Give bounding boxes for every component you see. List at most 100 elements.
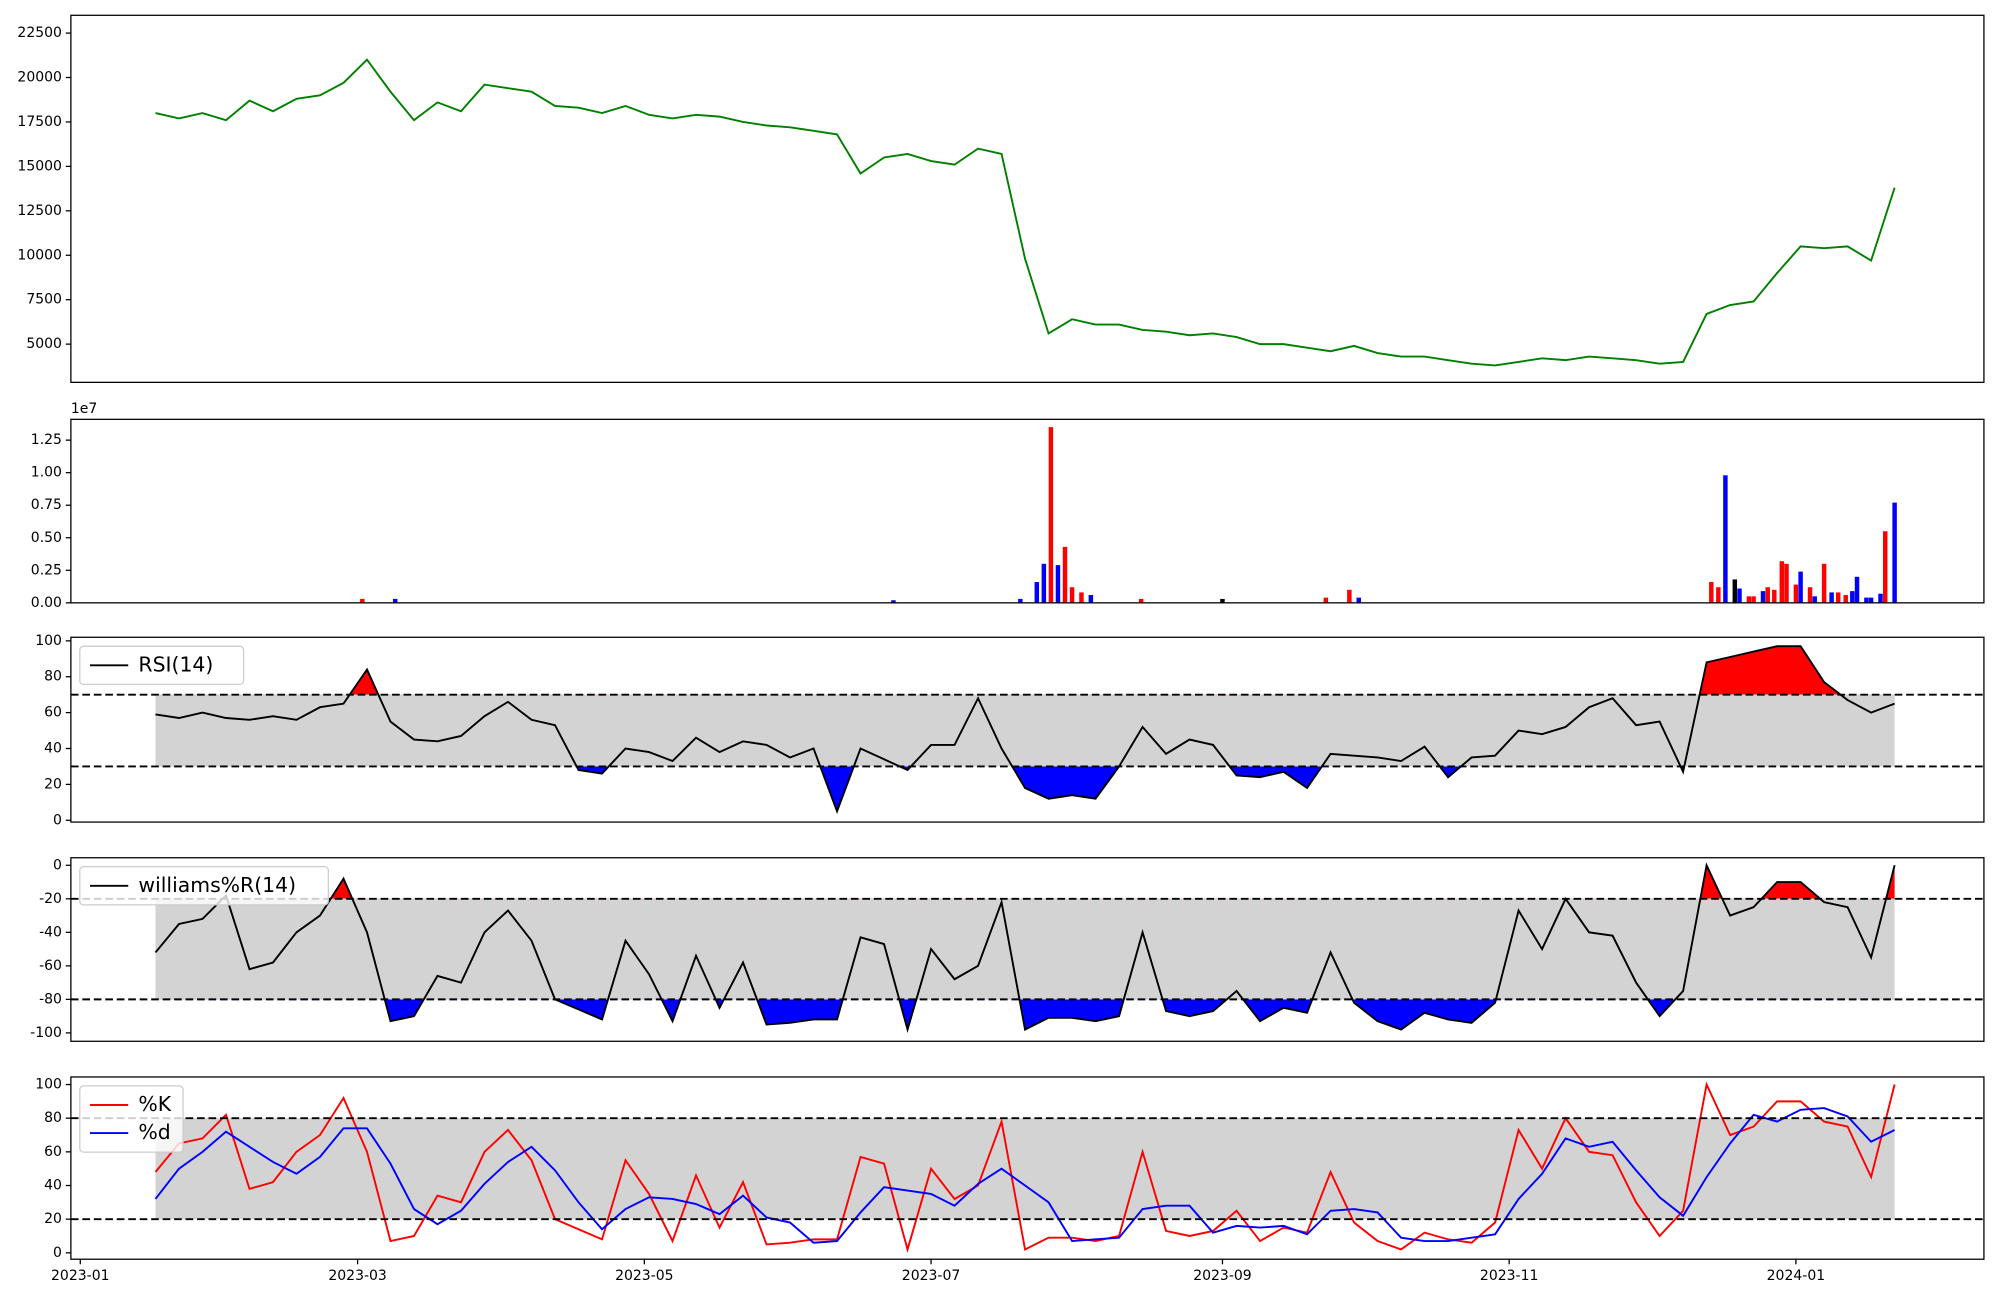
neutral-band	[155, 1118, 1895, 1220]
plot-area	[155, 645, 1895, 815]
neutral-band	[155, 898, 1895, 1000]
x-tick-label: 2023-01	[51, 1268, 109, 1284]
volume-bar	[1765, 587, 1770, 603]
y-tick-label: 80	[44, 669, 62, 685]
volume-bar	[1055, 565, 1061, 603]
oversold-fill	[384, 999, 1676, 1030]
y-tick-label: 5000	[26, 336, 62, 352]
series-line	[155, 645, 1895, 815]
legend-box	[79, 1085, 184, 1153]
y-tick-label: 0	[53, 812, 62, 828]
series-line	[154, 1081, 1896, 1253]
y-tick-label: -80	[39, 991, 62, 1007]
volume-bar	[1323, 597, 1329, 603]
volume-bar	[1864, 597, 1869, 603]
plot-area	[360, 427, 1897, 603]
volume-bar	[1220, 598, 1225, 603]
y-tick-label: 20	[44, 1211, 62, 1227]
legend-box	[79, 645, 245, 686]
y-tick-label: -60	[39, 958, 62, 974]
legend-box	[79, 866, 329, 906]
legend-label: RSI(14)	[138, 652, 213, 676]
x-tick-label: 2024-01	[1767, 1268, 1826, 1284]
y-tick-label: 60	[44, 705, 62, 721]
legend: %K %d	[79, 1085, 184, 1153]
legend: williams%R(14)	[79, 866, 329, 906]
y-tick-label: 20	[44, 776, 62, 792]
volume-bar	[1751, 596, 1756, 603]
volume-bar	[1138, 598, 1144, 603]
y-tick-label: 40	[44, 740, 62, 756]
volume-bar	[1723, 475, 1728, 603]
volume-bar	[1772, 589, 1777, 603]
legend-label: williams%R(14)	[138, 873, 296, 897]
y-tick-label: 22500	[17, 25, 62, 41]
volume-bar	[1843, 595, 1848, 603]
y-tick-label: 0	[53, 857, 62, 873]
volume-bar	[891, 600, 896, 603]
y-tick-label: 20000	[17, 70, 62, 86]
scale-label: 1e7	[71, 401, 97, 417]
volume-bar	[1878, 593, 1883, 603]
volume-bar	[1079, 592, 1084, 603]
volume-bar	[1356, 597, 1362, 603]
y-tick-label: 15000	[17, 158, 62, 174]
legend: RSI(14)	[79, 645, 245, 686]
plot-area	[154, 862, 1896, 1034]
volume-bar	[1793, 584, 1799, 603]
y-tick-label: 0.00	[31, 595, 62, 611]
volume-bar	[1041, 563, 1047, 603]
volume-bar	[1784, 563, 1789, 603]
volume-bar	[1088, 595, 1094, 603]
volume-bar	[1034, 582, 1040, 603]
volume-bar	[1829, 592, 1834, 603]
axes-frame	[70, 418, 1985, 604]
y-tick-label: 100	[35, 633, 62, 649]
volume-bar	[1760, 591, 1766, 603]
x-tick-label: 2023-07	[902, 1268, 961, 1284]
y-tick-label: 100	[35, 1077, 62, 1093]
y-tick-label: 0.75	[31, 497, 62, 513]
volume-bar	[1807, 587, 1813, 603]
volume-bar	[1892, 502, 1897, 603]
volume-bar	[1048, 427, 1054, 603]
neutral-band	[155, 694, 1895, 767]
volume-bar	[1868, 597, 1874, 603]
y-tick-label: 40	[44, 1178, 62, 1194]
axes-frame	[70, 14, 1985, 383]
volume-bar	[1746, 596, 1752, 603]
volume-bar	[1716, 587, 1721, 603]
volume-bar	[392, 598, 398, 603]
y-tick-label: 1.00	[31, 465, 62, 481]
x-tick-label: 2023-09	[1193, 1268, 1252, 1284]
legend-label: %K	[138, 1092, 171, 1116]
y-tick-label: 10000	[17, 247, 62, 263]
y-tick-label: 0	[53, 1245, 62, 1261]
y-tick-label: 1.25	[31, 432, 62, 448]
volume-bar	[1821, 563, 1827, 603]
y-tick-label: 60	[44, 1144, 62, 1160]
volume-bar	[1709, 582, 1714, 603]
y-tick-label: 17500	[17, 114, 62, 130]
y-tick-label: 12500	[17, 203, 62, 219]
axes-frame	[70, 1076, 1985, 1260]
volume-bar	[1732, 579, 1738, 603]
y-tick-label: 7500	[26, 292, 62, 308]
axes-frame	[70, 636, 1985, 823]
volume-bar	[1798, 571, 1803, 603]
y-tick-label: 0.25	[31, 562, 62, 578]
volume-bar	[1347, 589, 1352, 603]
legend-label: %d	[138, 1120, 170, 1144]
y-tick-label: -20	[39, 891, 62, 907]
plot-area	[155, 58, 1896, 367]
volume-bar	[1812, 596, 1817, 603]
x-tick-label: 2023-03	[328, 1268, 387, 1284]
x-tick-label: 2023-05	[615, 1268, 674, 1284]
y-tick-label: -40	[39, 924, 62, 940]
volume-bar	[1779, 561, 1785, 603]
volume-bar	[1062, 546, 1068, 603]
volume-bar	[360, 598, 365, 603]
y-tick-label: 80	[44, 1110, 62, 1126]
y-tick-label: -100	[30, 1025, 62, 1041]
